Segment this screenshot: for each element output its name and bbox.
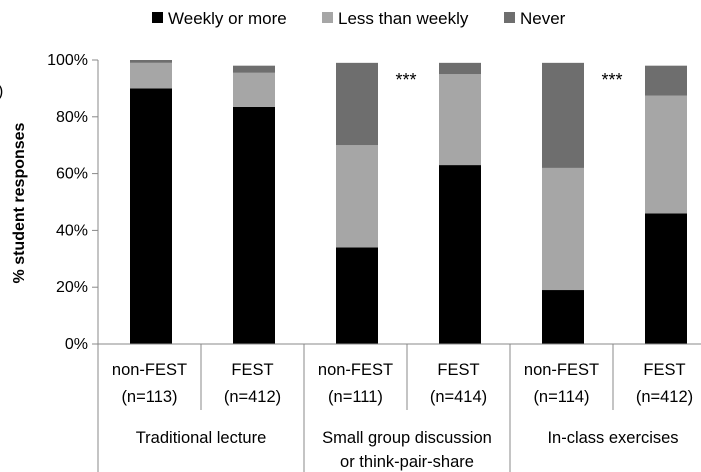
bars xyxy=(130,60,687,345)
category-label: non-FEST xyxy=(112,361,187,379)
legend-swatch-2 xyxy=(504,12,515,23)
y-tick-label: 80% xyxy=(56,109,88,126)
legend: Weekly or more Less than weekly Never xyxy=(152,9,566,28)
bar-segment-never-5 xyxy=(645,65,687,96)
y-axis: % student responses 0% 20% 40% 60% 80% 100% xyxy=(11,52,99,353)
category-count-label: (n=412) xyxy=(224,388,281,406)
annotations: *** *** xyxy=(395,70,622,90)
bar-segment-weekly-or-more-0 xyxy=(130,88,172,345)
y-tick-label: 60% xyxy=(56,166,88,183)
bar-segment-less-than-weekly-4 xyxy=(542,167,584,291)
cropped-panel-label: ) xyxy=(0,83,3,100)
category-label: non-FEST xyxy=(524,361,599,379)
category-count-label: (n=114) xyxy=(533,388,589,406)
legend-swatch-1 xyxy=(322,12,333,23)
legend-label-1: Less than weekly xyxy=(338,9,469,28)
legend-swatch-0 xyxy=(152,12,163,23)
category-count-label: (n=412) xyxy=(636,388,693,406)
y-tick-label: 20% xyxy=(56,279,88,296)
bar-segment-weekly-or-more-1 xyxy=(233,106,275,344)
legend-label-2: Never xyxy=(520,9,566,28)
bar-segment-weekly-or-more-5 xyxy=(645,213,687,344)
category-count-label: (n=111) xyxy=(328,388,383,406)
bar-segment-never-0 xyxy=(130,60,172,63)
bar-segment-less-than-weekly-5 xyxy=(645,95,687,214)
bar-segment-never-4 xyxy=(542,62,584,168)
category-label: FEST xyxy=(643,361,685,379)
category-label: FEST xyxy=(437,361,479,379)
y-tick-label: 40% xyxy=(56,222,88,239)
y-axis-label: % student responses xyxy=(11,122,28,283)
category-label: non-FEST xyxy=(318,361,393,379)
bar-segment-never-2 xyxy=(336,62,378,146)
bar-segment-less-than-weekly-3 xyxy=(439,74,481,166)
bar-segment-weekly-or-more-2 xyxy=(336,247,378,344)
bar-segment-less-than-weekly-1 xyxy=(233,72,275,107)
category-count-label: (n=414) xyxy=(430,388,487,406)
bar-segment-never-1 xyxy=(233,65,275,73)
category-label: FEST xyxy=(231,361,273,379)
bar-segment-less-than-weekly-2 xyxy=(336,145,378,248)
significance-marker: *** xyxy=(601,70,622,90)
significance-marker: *** xyxy=(395,70,416,90)
bar-segment-less-than-weekly-0 xyxy=(130,62,172,89)
group-label: or think-pair-share xyxy=(340,453,474,471)
x-axis: non-FEST (n=113) FEST (n=412) non-FEST (n=111… xyxy=(97,343,701,472)
group-label: In-class exercises xyxy=(547,429,678,447)
bar-segment-never-3 xyxy=(439,62,481,75)
y-tick-label: 0% xyxy=(65,336,88,353)
group-label: Traditional lecture xyxy=(136,429,267,447)
group-label: Small group discussion xyxy=(322,429,492,447)
y-tick-label: 100% xyxy=(47,52,88,69)
category-count-label: (n=113) xyxy=(121,388,177,406)
bar-segment-weekly-or-more-4 xyxy=(542,290,584,344)
legend-label-0: Weekly or more xyxy=(168,9,287,28)
bar-segment-weekly-or-more-3 xyxy=(439,165,481,344)
